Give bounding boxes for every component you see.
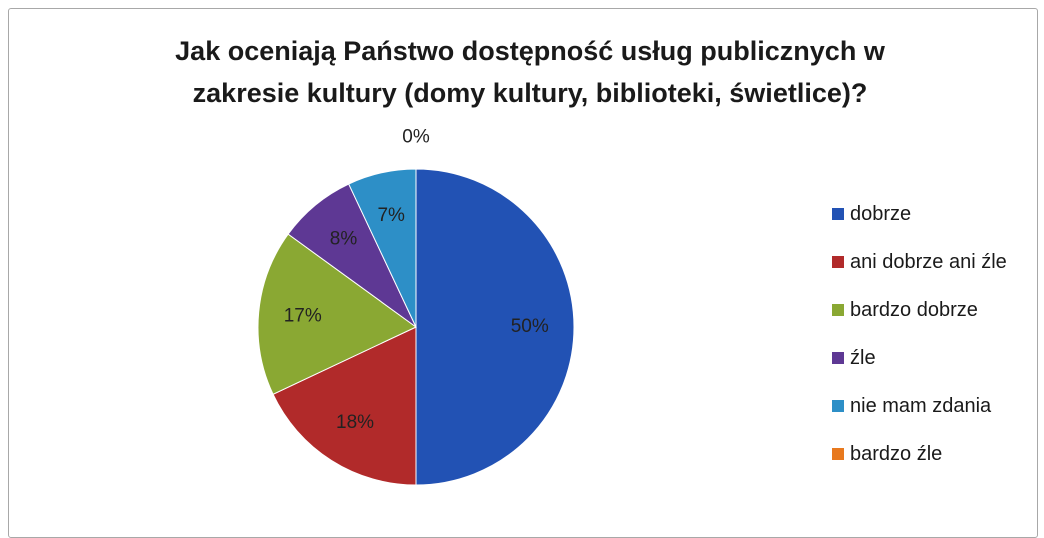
data-label-bardzo-zle: 0%	[402, 126, 430, 147]
legend-label: ani dobrze ani źle	[850, 250, 1007, 273]
legend-label: bardzo dobrze	[850, 298, 978, 321]
pie-slice-bardzo-dobrze	[257, 233, 417, 395]
legend-swatch	[832, 256, 844, 268]
legend-item-dobrze: dobrze	[832, 196, 1037, 232]
legend-item-bardzo-zle: bardzo źle	[832, 436, 1037, 472]
chart-title: Jak oceniają Państwo dostępność usług pu…	[0, 30, 1044, 114]
legend-label: bardzo źle	[850, 442, 943, 465]
legend-swatch	[832, 400, 844, 412]
legend: dobrze ani dobrze ani źle bardzo dobrze źle…	[832, 196, 1037, 484]
legend-item-bardzo-dobrze: bardzo dobrze	[832, 292, 1037, 328]
data-label-zle: 8%	[330, 228, 358, 249]
pie-slice-dobrze	[415, 168, 575, 486]
pie-slice-ani-dobrze-ani-zle	[272, 326, 417, 486]
legend-item-zle: źle	[832, 340, 1037, 376]
legend-swatch	[832, 304, 844, 316]
legend-label: dobrze	[850, 202, 912, 225]
data-label-bardzo-dobrze: 17%	[284, 305, 322, 326]
data-label-ani-dobrze-ani-zle: 18%	[336, 412, 374, 433]
legend-swatch	[832, 448, 844, 460]
data-label-dobrze: 50%	[511, 316, 549, 337]
pie-slice-nie-mam-zdania	[348, 168, 417, 328]
legend-item-nie-mam-zdania: nie mam zdania	[832, 388, 1037, 424]
legend-label: nie mam zdania	[850, 394, 992, 417]
chart-title-line-2: zakresie kultury (domy kultury, bibliote…	[192, 78, 868, 108]
legend-item-ani-dobrze-ani-zle: ani dobrze ani źle	[832, 244, 1037, 280]
legend-label: źle	[850, 346, 876, 369]
legend-swatch	[832, 352, 844, 364]
chart-title-line-1: Jak oceniają Państwo dostępność usług pu…	[175, 36, 885, 66]
data-label-nie-mam-zdania: 7%	[377, 205, 405, 226]
legend-swatch	[832, 208, 844, 220]
